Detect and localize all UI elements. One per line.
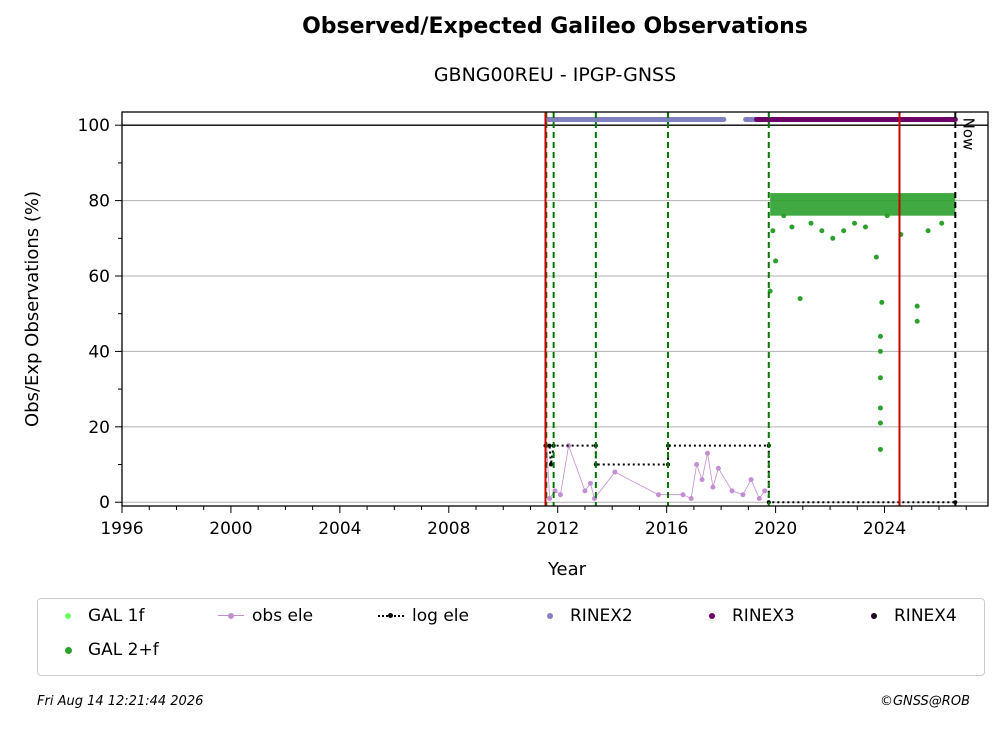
legend-item-rinex4: RINEX4 xyxy=(858,606,957,626)
y-tick-label: 100 xyxy=(78,116,110,136)
y-tick-label: 40 xyxy=(88,342,110,362)
footer-credit: ©GNSS@ROB xyxy=(879,694,970,709)
gal-2f-point xyxy=(841,228,847,234)
gal-2f-point xyxy=(884,213,890,219)
gal-2f-point xyxy=(939,220,945,226)
obs-ele-point xyxy=(748,477,754,483)
obs-ele-point xyxy=(655,492,661,498)
gal-2f-point xyxy=(808,220,814,226)
legend: GAL 1f obs ele log ele RINEX2 RINEX3 RIN… xyxy=(37,598,985,676)
legend-label-log-ele: log ele xyxy=(412,606,469,626)
obs-ele-point xyxy=(715,465,721,471)
plot-frame xyxy=(121,111,989,507)
footer-timestamp: Fri Aug 14 12:21:44 2026 xyxy=(37,694,204,709)
chart-area: Now 1996 2000 2004 2008 2012 2016 2020 2024 0 20 40… xyxy=(22,111,989,580)
legend-key-gal-2f xyxy=(52,643,82,657)
chart-title: Observed/Expected Galileo Observations xyxy=(302,14,808,39)
obs-ele-point xyxy=(756,495,762,501)
legend-key-rinex3 xyxy=(696,609,726,623)
gal-2f-point xyxy=(781,213,787,219)
obs-ele-point xyxy=(680,492,686,498)
obs-ele-point xyxy=(740,492,746,498)
y-tick-label: 20 xyxy=(88,418,110,438)
gal-2f-point xyxy=(914,318,920,324)
x-tick-label: 2000 xyxy=(209,519,252,539)
gal-2f-point xyxy=(879,299,885,305)
legend-item-log-ele: log ele xyxy=(376,606,469,626)
log-ele-line xyxy=(545,444,956,504)
legend-item-gal-1f: GAL 1f xyxy=(52,606,144,626)
gal-2f-band xyxy=(770,193,956,216)
legend-label-rinex4: RINEX4 xyxy=(894,606,957,626)
y-tick-label: 80 xyxy=(88,192,110,212)
obs-ele-point xyxy=(705,450,711,456)
obs-ele-point xyxy=(762,488,768,494)
legend-label-gal-1f: GAL 1f xyxy=(88,606,145,626)
legend-label-gal-2f: GAL 2+f xyxy=(88,640,159,660)
gal-2f-point xyxy=(797,296,803,302)
gal-2f-point xyxy=(770,228,776,234)
obs-ele-point xyxy=(582,488,588,494)
gal-2f-point xyxy=(873,254,879,260)
legend-label-obs-ele: obs ele xyxy=(252,606,314,626)
now-label: Now xyxy=(959,118,977,151)
gal-2f-point xyxy=(773,258,779,264)
legend-key-obs-ele xyxy=(216,609,246,623)
gal-2f-point xyxy=(852,220,858,226)
gal-2f-point xyxy=(877,446,883,452)
obs-ele-point xyxy=(587,480,593,486)
y-tick-label: 60 xyxy=(88,267,110,287)
x-tick-label: 2008 xyxy=(427,519,470,539)
legend-item-gal-2f: GAL 2+f xyxy=(52,640,159,660)
y-axis-label: Obs/Exp Observations (%) xyxy=(22,191,43,427)
obs-ele-point xyxy=(729,488,735,494)
x-tick-label: 2016 xyxy=(645,519,688,539)
chart-subtitle: GBNG00REU - IPGP-GNSS xyxy=(433,64,677,86)
obs-ele-point xyxy=(547,495,553,501)
x-axis-label: Year xyxy=(547,559,587,580)
gal-2f-point xyxy=(925,228,931,234)
legend-label-rinex2: RINEX2 xyxy=(570,606,633,626)
legend-key-gal-1f xyxy=(52,609,82,623)
x-tick-label: 2012 xyxy=(536,519,579,539)
gal-2f-point xyxy=(877,375,883,381)
y-tick-label: 0 xyxy=(99,493,110,513)
obs-ele-point xyxy=(688,495,694,501)
gal-2f-point xyxy=(877,348,883,354)
gal-2f-point xyxy=(877,333,883,339)
x-tick-label: 1996 xyxy=(100,519,143,539)
gal-2f-point xyxy=(862,224,868,230)
obs-ele-point xyxy=(612,469,618,475)
gal-2f-point xyxy=(830,235,836,241)
obs-ele-point xyxy=(566,443,572,449)
gal-2f-point xyxy=(877,405,883,411)
legend-item-obs-ele: obs ele xyxy=(216,606,313,626)
obs-ele-point xyxy=(557,492,563,498)
legend-key-rinex2 xyxy=(534,609,564,623)
legend-key-log-ele xyxy=(376,609,406,623)
obs-ele-line xyxy=(546,444,766,500)
gal-2f-point xyxy=(819,228,825,234)
obs-ele-point xyxy=(694,462,700,468)
gal-2f-point xyxy=(877,420,883,426)
legend-item-rinex3: RINEX3 xyxy=(696,606,795,626)
log-ele-point xyxy=(548,462,553,467)
legend-key-rinex4 xyxy=(858,609,888,623)
gal-2f-point xyxy=(914,303,920,309)
legend-item-rinex2: RINEX2 xyxy=(534,606,633,626)
x-tick-label: 2020 xyxy=(754,519,797,539)
legend-label-rinex3: RINEX3 xyxy=(732,606,795,626)
x-tick-label: 2024 xyxy=(863,519,906,539)
gal-2f-point xyxy=(789,224,795,230)
x-tick-label: 2004 xyxy=(318,519,361,539)
obs-ele-point xyxy=(699,477,705,483)
log-ele-point xyxy=(547,443,552,448)
obs-ele-point xyxy=(710,484,716,490)
